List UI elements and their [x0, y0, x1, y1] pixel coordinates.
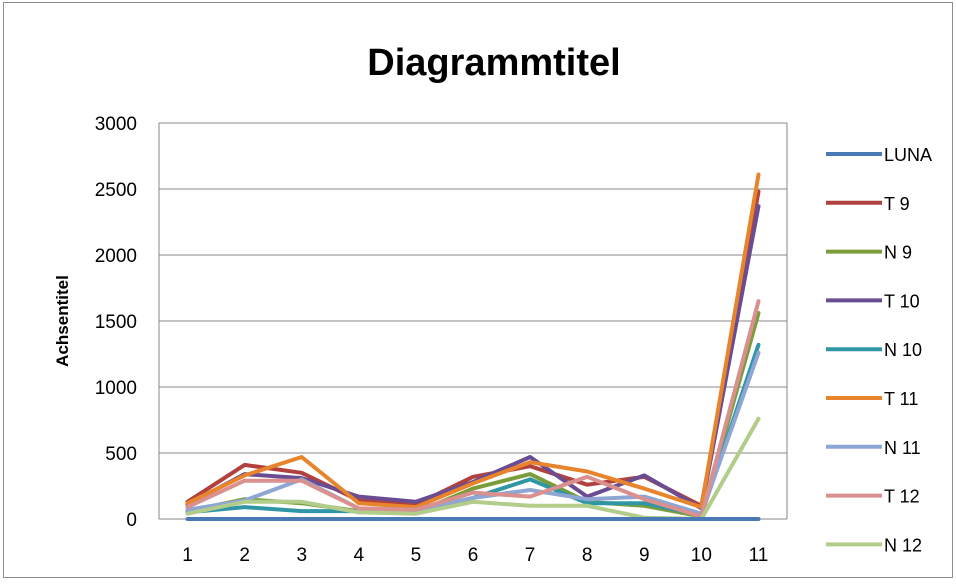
legend-label-t-12: T 12: [884, 487, 920, 507]
legend-label-t-11: T 11: [884, 389, 918, 409]
series-line-n-11: [185, 350, 761, 516]
y-tick-label: 1500: [95, 312, 137, 333]
legend-label-t-10: T 10: [884, 291, 920, 311]
legend-label-n-10: N 10: [884, 340, 922, 360]
y-tick-label: 2500: [95, 180, 137, 201]
legend-label-t-9: T 9: [884, 194, 910, 214]
x-tick-label: 11: [749, 545, 769, 566]
x-tick-label: 3: [296, 545, 307, 566]
series-line-t-9: [185, 189, 761, 508]
x-tick-label: 8: [582, 545, 593, 566]
x-tick-label: 2: [239, 545, 250, 566]
y-tick-label: 0: [126, 510, 137, 531]
legend-label-n-9: N 9: [884, 243, 912, 263]
x-tick-label: 10: [691, 545, 712, 566]
legend-label-n-12: N 12: [884, 535, 922, 555]
legend-label-luna: LUNA: [884, 145, 932, 165]
legend-label-n-11: N 11: [884, 438, 921, 458]
y-axis-title: Achsentitel: [53, 275, 72, 367]
x-tick-label: 7: [525, 545, 536, 566]
line-chart: Diagrammtitel 0 500 1000 1500 2000 2500 3000 1 2 3…: [53, 42, 932, 566]
y-tick-label: 1000: [95, 378, 137, 399]
series-line-t-10: [185, 204, 761, 511]
y-tick-label: 2000: [95, 246, 137, 267]
x-tick-label: 1: [182, 545, 193, 566]
series-line-t-11: [185, 172, 761, 510]
x-tick-label: 4: [354, 545, 365, 566]
y-tick-label: 500: [105, 444, 137, 465]
x-tick-label: 5: [411, 545, 422, 566]
x-tick-label: 9: [639, 545, 650, 566]
series-line-t-12: [185, 299, 761, 519]
x-tick-label: 6: [468, 545, 479, 566]
series-line-n-9: [185, 311, 761, 519]
y-tick-label: 3000: [95, 114, 137, 135]
chart-title: Diagrammtitel: [367, 42, 620, 84]
chart-area: Diagrammtitel 0 500 1000 1500 2000 2500 3000 1 2 3…: [3, 2, 953, 578]
